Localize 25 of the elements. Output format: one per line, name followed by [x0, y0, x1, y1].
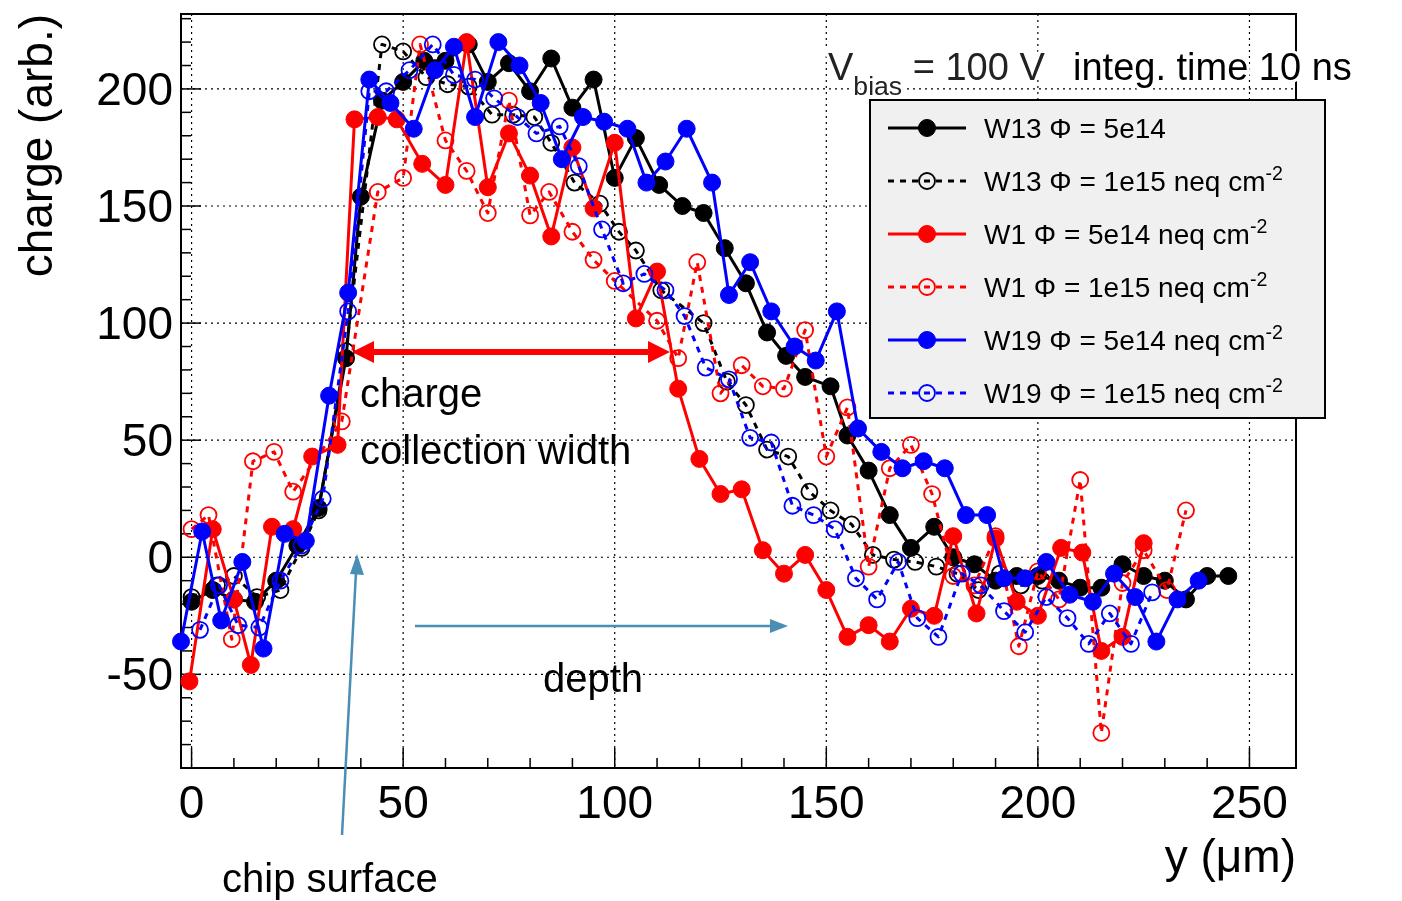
y-tick-label: 150: [96, 180, 173, 233]
text: chip surface: [222, 856, 438, 900]
x-tick-label: 250: [1211, 776, 1288, 828]
annotation: depth: [543, 656, 644, 700]
y-tick-label: -50: [106, 648, 173, 701]
legend-label: W13 Φ = 1e15 neq cm$^{-2}$: [984, 162, 1283, 197]
legend-label: W19 Φ = 5e14 neq cm$^{-2}$: [984, 321, 1283, 356]
y-tick-label: 100: [96, 297, 173, 350]
annotation: V$_{bias}$ = 100 V: [828, 46, 1046, 101]
legend-label: W19 Φ = 1e15 neq cm$^{-2}$: [984, 374, 1283, 409]
x-tick-label: 150: [787, 776, 865, 828]
x-tick-label: 100: [576, 776, 654, 828]
x-tick-label: 50: [377, 776, 429, 828]
annotation: collection width: [360, 428, 632, 472]
y-tick-label: 50: [121, 414, 173, 467]
y-tick-label: 0: [147, 531, 173, 584]
legend-label: W1 Φ = 1e15 neq cm$^{-2}$: [984, 268, 1268, 303]
legend-label: W13 Φ = 5e14: [984, 113, 1166, 144]
legend-label: W1 Φ = 5e14 neq cm$^{-2}$: [984, 215, 1268, 250]
y-axis-title: charge (arb.): [10, 14, 62, 278]
annotation: charge: [360, 371, 483, 415]
x-axis-title: y (μm): [1164, 830, 1296, 882]
x-tick-label: 200: [999, 776, 1077, 828]
x-tick-label: 0: [178, 776, 205, 828]
y-tick-label: 200: [96, 62, 173, 115]
